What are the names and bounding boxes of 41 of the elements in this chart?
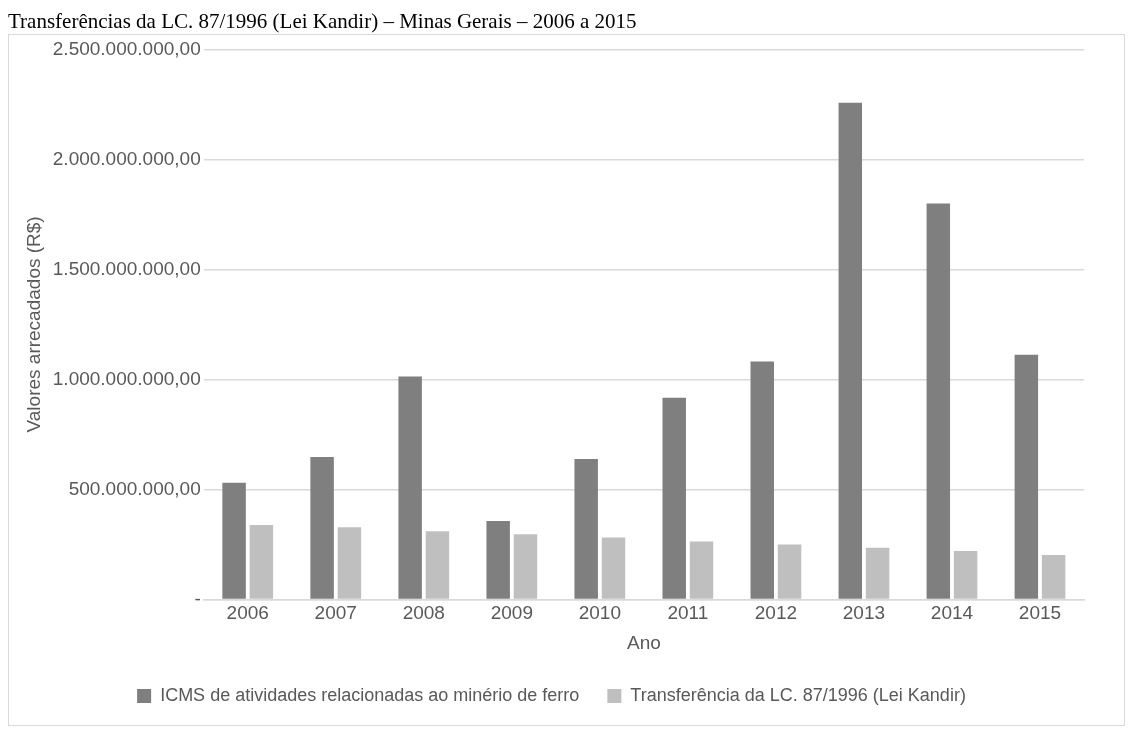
bar (486, 521, 510, 599)
bar (838, 102, 863, 599)
y-tick-label: 2.500.000.000,00 (52, 37, 201, 59)
bar (425, 531, 450, 599)
bar (750, 361, 774, 599)
x-tick-label: 2007 (314, 602, 357, 624)
bar (926, 203, 951, 599)
x-tick-label: 2009 (490, 602, 533, 624)
x-tick-label: 2008 (402, 602, 445, 624)
bar (222, 482, 246, 599)
bar (689, 541, 714, 599)
bar (1041, 554, 1066, 599)
bar (574, 459, 598, 599)
bar (310, 457, 334, 599)
legend-label: Transferência da LC. 87/1996 (Lei Kandir) (630, 684, 966, 705)
bar (601, 537, 626, 599)
bar (865, 547, 890, 599)
x-tick-label: 2006 (226, 602, 269, 624)
y-tick-label: 2.000.000.000,00 (52, 147, 201, 169)
y-tick-label: - (194, 587, 201, 609)
x-tick-label: 2015 (1018, 602, 1062, 624)
x-tick-label: 2014 (930, 602, 974, 624)
bar (398, 376, 422, 599)
chart-title: Transferências da LC. 87/1996 (Lei Kandir) – Minas Gerais – 2006 a 2015 (8, 8, 638, 34)
bar (662, 397, 686, 599)
y-axis-title: Valores arrecadados (R$) (22, 216, 44, 433)
y-tick-label: 1.000.000.000,00 (52, 367, 201, 389)
x-axis-title: Ano (626, 631, 661, 653)
bar (337, 527, 362, 599)
x-tick-label: 2013 (842, 602, 886, 624)
y-tick-label: 500.000.000,00 (68, 477, 201, 499)
x-tick-label: 2012 (754, 602, 798, 624)
bar (1014, 354, 1039, 599)
bar (953, 551, 978, 599)
legend-label: ICMS de atividades relacionadas ao minério de ferro (160, 684, 580, 705)
bar (777, 544, 802, 599)
y-tick-label: 1.500.000.000,00 (52, 257, 201, 279)
x-tick-label: 2010 (578, 602, 621, 624)
bar (249, 525, 274, 599)
bar (513, 534, 538, 599)
x-tick-label: 2011 (667, 602, 709, 624)
